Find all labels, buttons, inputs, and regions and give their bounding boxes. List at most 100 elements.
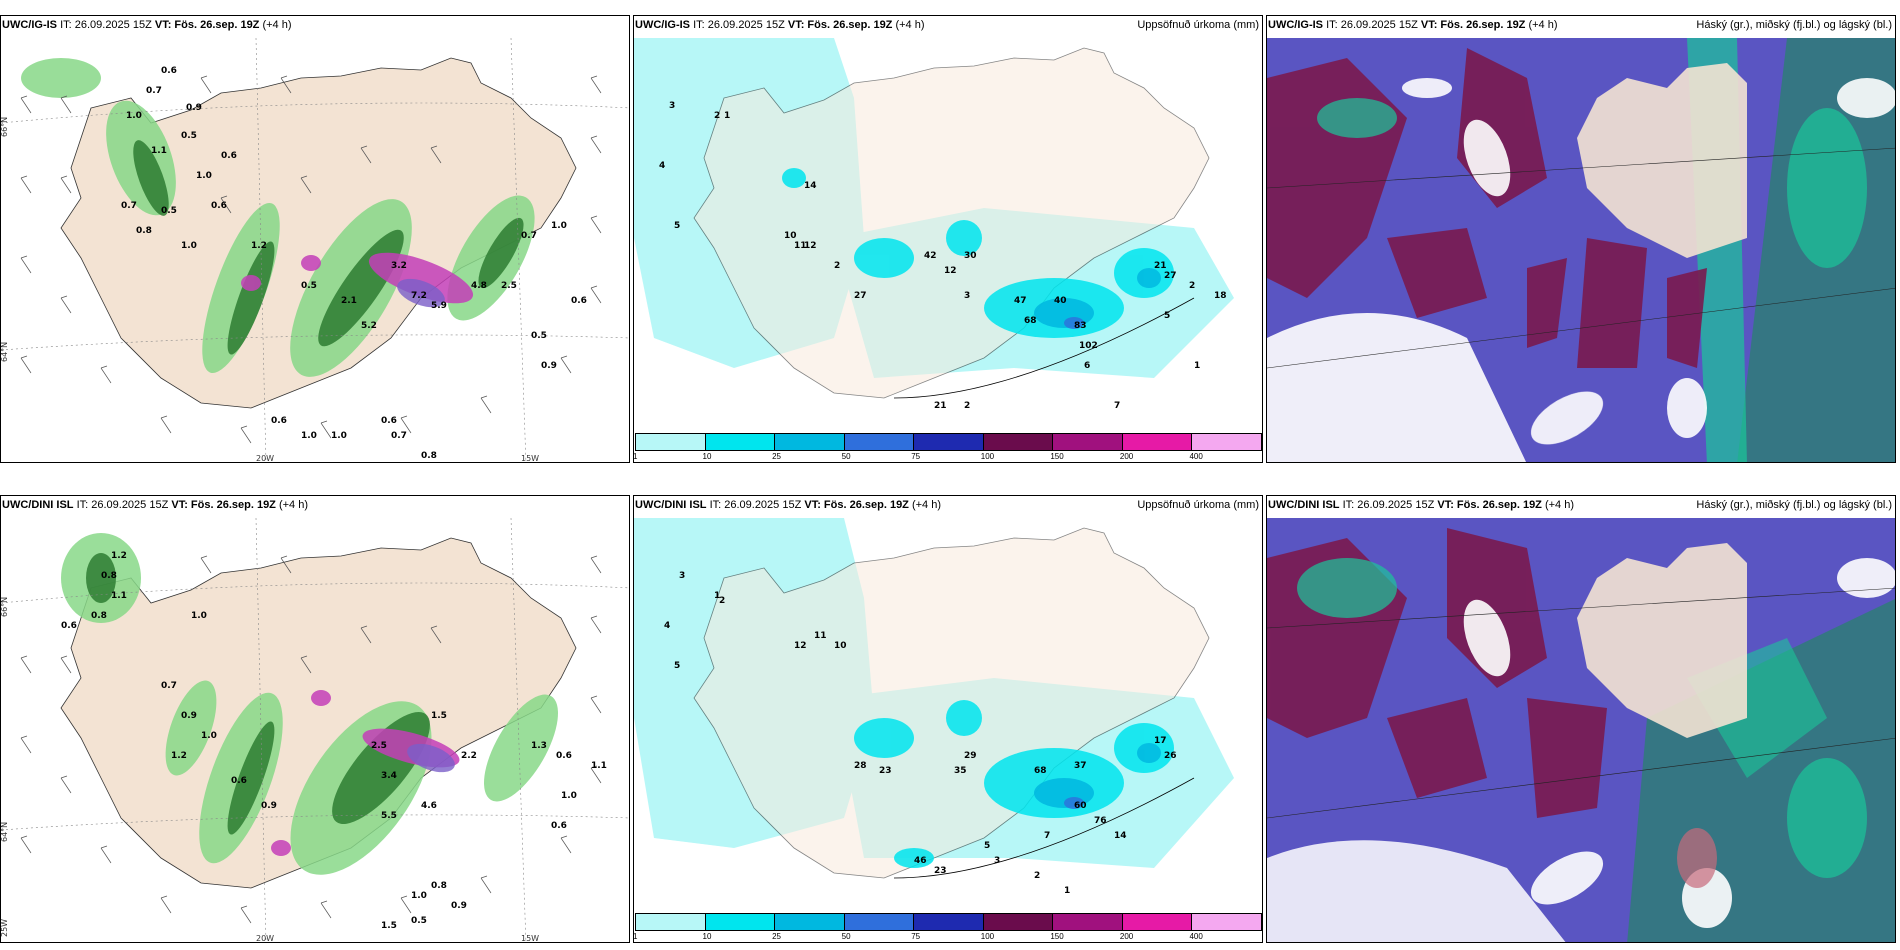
wind-map: 66°N 64°N 20W 15W 25W 1.2 0.8 1.1 0.8 0.6 1.0… bbox=[1, 518, 629, 943]
value-label: 1 bbox=[724, 111, 730, 121]
colorbar-swatch bbox=[635, 433, 706, 451]
value-label: 0.9 bbox=[181, 711, 197, 721]
value-label: 1 bbox=[1194, 361, 1200, 371]
panel-title: UWC/IG-IS IT: 26.09.2025 15Z VT: Fös. 26… bbox=[635, 19, 925, 31]
value-label: 21 bbox=[1154, 261, 1167, 271]
value-label: 60 bbox=[1074, 801, 1087, 811]
colorbar-tick-label: 400 bbox=[1189, 452, 1203, 461]
value-label: 23 bbox=[879, 766, 892, 776]
value-label: 1.0 bbox=[411, 891, 427, 901]
value-label: 0.6 bbox=[271, 416, 287, 426]
value-label: 35 bbox=[954, 766, 967, 776]
panel-subtitle: Háský (gr.), miðský (fj.bl.) og lágský (… bbox=[1696, 19, 1892, 31]
value-label: 1.1 bbox=[111, 591, 127, 601]
lon-label: 20W bbox=[256, 454, 274, 463]
colorbar-tick-label: 1 bbox=[633, 932, 638, 941]
colorbar-swatch bbox=[982, 433, 1054, 451]
lon-label: 25W bbox=[1, 919, 9, 937]
value-label: 0.8 bbox=[421, 451, 437, 461]
value-label: 0.9 bbox=[451, 901, 467, 911]
value-label: 0.5 bbox=[161, 206, 177, 216]
panel-subtitle: Háský (gr.), miðský (fj.bl.) og lágský (… bbox=[1696, 499, 1892, 511]
value-label: 27 bbox=[1164, 271, 1177, 281]
colorbar-swatch bbox=[704, 433, 776, 451]
value-label: 7 bbox=[1114, 401, 1120, 411]
value-label: 0.7 bbox=[146, 86, 162, 96]
colorbar-swatch bbox=[843, 913, 915, 931]
colorbar-tick-label: 75 bbox=[911, 932, 921, 941]
value-label: 1.3 bbox=[531, 741, 547, 751]
value-label: 30 bbox=[964, 251, 977, 261]
precip-value-labels: 0.6 0.7 1.0 0.9 0.5 1.1 0.6 1.0 0.7 0.5 0.6 0.8 1.0 1… bbox=[121, 66, 587, 461]
lat-label: 66°N bbox=[1, 597, 9, 617]
value-label: 0.6 bbox=[551, 821, 567, 831]
precip-value-labels: 1.2 0.8 1.1 0.8 0.6 1.0 0.7 0.9 1.0 1.2 0.6 0.9 2.5 3… bbox=[61, 551, 607, 931]
value-label: 5.9 bbox=[431, 301, 447, 311]
lat-label: 64°N bbox=[1, 342, 9, 362]
value-label: 2 bbox=[719, 596, 725, 606]
value-label: 4.8 bbox=[471, 281, 487, 291]
iceland-landmass bbox=[1577, 543, 1747, 738]
colorbar-tick-label: 50 bbox=[841, 932, 851, 941]
panel-title: UWC/IG-IS IT: 26.09.2025 15Z VT: Fös. 26… bbox=[1268, 19, 1558, 31]
value-label: 0.9 bbox=[541, 361, 557, 371]
precip-colorbar: 1 10 25 50 75 100 150 200 400 bbox=[633, 433, 1262, 461]
value-label: 11 bbox=[794, 241, 807, 251]
colorbar-swatch bbox=[1191, 433, 1262, 451]
cloud-panel-top: UWC/IG-IS IT: 26.09.2025 15Z VT: Fös. 26… bbox=[1266, 15, 1896, 463]
value-label: 1.5 bbox=[381, 921, 397, 931]
value-label: 1.0 bbox=[196, 171, 212, 181]
value-label: 23 bbox=[934, 866, 947, 876]
value-label: 5 bbox=[1164, 311, 1170, 321]
iceland-landmass bbox=[60, 537, 577, 889]
colorbar-swatch bbox=[774, 433, 845, 451]
value-label: 5.5 bbox=[381, 811, 397, 821]
iceland-landmass bbox=[693, 527, 1210, 879]
value-label: 42 bbox=[924, 251, 937, 261]
iceland-landmass bbox=[60, 57, 577, 409]
cloud-map bbox=[1267, 518, 1895, 942]
panel-title: UWC/DINI ISL IT: 26.09.2025 15Z VT: Fös.… bbox=[2, 499, 309, 511]
value-label: 2 bbox=[834, 261, 840, 271]
value-label: 1.2 bbox=[251, 241, 267, 251]
value-label: 0.8 bbox=[431, 881, 447, 891]
value-label: 0.8 bbox=[136, 226, 152, 236]
value-label: 40 bbox=[1054, 296, 1067, 306]
colorbar-tick-label: 1 bbox=[633, 452, 638, 461]
value-label: 6 bbox=[1084, 361, 1090, 371]
lon-label: 15W bbox=[521, 934, 539, 943]
wind-map: 66°N 64°N 20W 15W 0.6 0.7 1.0 0.9 0.5 1.1 0.6 1… bbox=[1, 38, 629, 463]
value-label: 18 bbox=[1214, 291, 1227, 301]
value-label: 0.6 bbox=[381, 416, 397, 426]
value-label: 1.0 bbox=[201, 731, 217, 741]
value-label: 2.5 bbox=[371, 741, 387, 751]
value-label: 47 bbox=[1014, 296, 1027, 306]
colorbar-tick-label: 10 bbox=[702, 932, 712, 941]
lon-label: 15W bbox=[521, 454, 539, 463]
colorbar-swatch bbox=[704, 913, 776, 931]
colorbar-tick-label: 400 bbox=[1189, 932, 1203, 941]
iceland-landmass bbox=[1577, 63, 1747, 258]
value-label: 5.2 bbox=[361, 321, 377, 331]
value-label: 0.5 bbox=[531, 331, 547, 341]
value-label: 12 bbox=[804, 241, 817, 251]
value-label: 0.7 bbox=[121, 201, 137, 211]
value-label: 10 bbox=[834, 641, 847, 651]
value-label: 1.0 bbox=[191, 611, 207, 621]
colorbar-swatch bbox=[1052, 913, 1123, 931]
value-label: 46 bbox=[914, 856, 927, 866]
value-label: 0.6 bbox=[556, 751, 572, 761]
colorbar-tick-label: 25 bbox=[772, 932, 782, 941]
colorbar-tick-label: 10 bbox=[702, 452, 712, 461]
value-label: 4 bbox=[664, 621, 670, 631]
value-label: 5 bbox=[674, 661, 680, 671]
value-label: 1.0 bbox=[181, 241, 197, 251]
value-label: 5 bbox=[984, 841, 990, 851]
value-label: 0.8 bbox=[91, 611, 107, 621]
value-label: 2 bbox=[1034, 871, 1040, 881]
value-label: 0.6 bbox=[161, 66, 177, 76]
value-label: 1.0 bbox=[561, 791, 577, 801]
value-label: 0.9 bbox=[261, 801, 277, 811]
